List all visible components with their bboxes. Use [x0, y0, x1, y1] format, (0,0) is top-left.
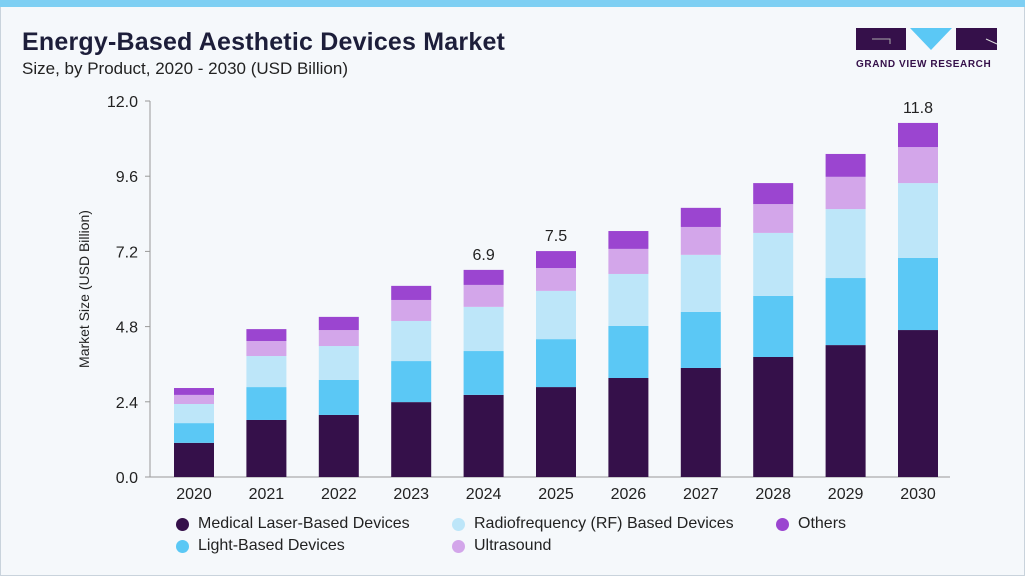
bar-segment-medical-laser-based-devices-2029	[825, 345, 866, 477]
bar-segment-ultrasound-2023	[391, 299, 432, 321]
top-accent-bar	[0, 0, 1025, 7]
legend-label: Radiofrequency (RF) Based Devices	[474, 515, 734, 532]
legend-item-others: Others	[776, 515, 846, 533]
legend-item-light: Light-Based Devices	[176, 537, 345, 555]
bar-segment-others-2023	[391, 285, 432, 300]
x-tick-label: 2030	[900, 486, 936, 503]
y-axis-title: Market Size (USD Billion)	[76, 210, 92, 368]
x-tick-label: 2026	[611, 486, 647, 503]
bar-segment-radiofrequency-rf-based-devices-2024	[463, 306, 504, 352]
legend-swatch	[452, 539, 465, 553]
bar-segment-medical-laser-based-devices-2024	[463, 394, 504, 477]
legend-label: Ultrasound	[474, 537, 552, 554]
x-tick-label: 2028	[755, 486, 791, 503]
bar-segment-others-2024	[463, 269, 504, 285]
x-tick-label: 2020	[176, 486, 212, 503]
bar-segment-radiofrequency-rf-based-devices-2028	[753, 232, 794, 296]
bar-segment-radiofrequency-rf-based-devices-2020	[174, 403, 214, 424]
data-label: 11.8	[903, 100, 933, 117]
legend-swatch	[176, 539, 189, 553]
bar-segment-ultrasound-2022	[318, 330, 359, 347]
bar-segment-ultrasound-2030	[898, 147, 938, 184]
y-tick-label: 2.4	[116, 395, 138, 412]
bar-segment-others-2021	[246, 329, 287, 342]
legend-item-rf: Radiofrequency (RF) Based Devices	[452, 515, 734, 533]
bar-segment-others-2022	[318, 316, 359, 331]
bar-segment-medical-laser-based-devices-2021	[246, 419, 287, 477]
bar-segment-light-based-devices-2020	[174, 423, 214, 443]
bar-segment-medical-laser-based-devices-2022	[318, 414, 359, 477]
x-tick-label: 2022	[321, 486, 357, 503]
x-tick-label: 2021	[249, 486, 285, 503]
bar-segment-ultrasound-2024	[463, 284, 504, 307]
y-tick-label: 12.0	[107, 94, 138, 111]
bar-segment-light-based-devices-2026	[608, 325, 649, 378]
x-tick-label: 2027	[683, 486, 719, 503]
bar-segment-light-based-devices-2025	[536, 339, 576, 388]
bar-segment-ultrasound-2029	[825, 176, 866, 210]
bar-segment-medical-laser-based-devices-2030	[898, 330, 938, 477]
bar-segment-light-based-devices-2024	[463, 351, 504, 395]
bar-segment-radiofrequency-rf-based-devices-2023	[391, 320, 432, 362]
bar-segment-others-2028	[753, 183, 794, 205]
legend-label: Light-Based Devices	[198, 537, 345, 554]
bar-segment-others-2027	[680, 207, 721, 227]
y-tick-label: 4.8	[116, 320, 138, 337]
bar-segment-medical-laser-based-devices-2027	[680, 367, 721, 477]
bar-segment-light-based-devices-2029	[825, 278, 866, 346]
legend-label: Medical Laser-Based Devices	[198, 515, 410, 532]
x-tick-label: 2025	[538, 486, 574, 503]
bar-segment-radiofrequency-rf-based-devices-2021	[246, 356, 287, 388]
legend-swatch	[452, 517, 465, 531]
bar-segment-ultrasound-2021	[246, 341, 287, 357]
x-tick-label: 2029	[828, 486, 864, 503]
chart-title: Energy-Based Aesthetic Devices Market	[22, 28, 506, 56]
legend-label: Others	[798, 515, 847, 532]
bar-segment-radiofrequency-rf-based-devices-2027	[680, 254, 721, 312]
x-tick-label: 2023	[393, 486, 429, 503]
bar-segment-medical-laser-based-devices-2026	[608, 377, 649, 477]
bar-segment-ultrasound-2020	[174, 394, 214, 404]
y-tick-label: 9.6	[116, 169, 138, 186]
bar-segment-medical-laser-based-devices-2028	[753, 356, 794, 477]
bar-segment-ultrasound-2026	[608, 248, 649, 274]
bar-segment-light-based-devices-2028	[753, 295, 794, 357]
bar-segment-radiofrequency-rf-based-devices-2026	[608, 273, 649, 326]
bar-segment-ultrasound-2025	[536, 268, 576, 291]
bar-segment-medical-laser-based-devices-2025	[536, 387, 576, 477]
bar-segment-radiofrequency-rf-based-devices-2029	[825, 209, 866, 279]
chart-subtitle: Size, by Product, 2020 - 2030 (USD Billi…	[22, 59, 348, 78]
legend-swatch	[776, 517, 789, 531]
bar-segment-others-2020	[174, 388, 214, 395]
bar-segment-others-2025	[536, 251, 576, 269]
x-tick-label: 2024	[466, 486, 502, 503]
legend-swatch	[176, 517, 189, 531]
bar-segment-light-based-devices-2021	[246, 387, 287, 420]
legend-item-ultrasound: Ultrasound	[452, 537, 551, 555]
bar-segment-others-2030	[898, 122, 938, 148]
bar-segment-medical-laser-based-devices-2023	[391, 402, 432, 477]
bar-segment-others-2029	[825, 153, 866, 177]
bar-segment-light-based-devices-2027	[680, 311, 721, 368]
grand-view-research-logo	[856, 28, 998, 50]
y-tick-label: 7.2	[116, 244, 138, 261]
data-label: 6.9	[472, 247, 494, 264]
bar-segment-ultrasound-2027	[680, 226, 721, 255]
y-tick-label: 0.0	[116, 470, 138, 487]
legend-item-medical-laser: Medical Laser-Based Devices	[176, 515, 410, 533]
bar-segment-light-based-devices-2030	[898, 257, 938, 331]
logo-text: GRAND VIEW RESEARCH	[856, 59, 992, 70]
bar-segment-radiofrequency-rf-based-devices-2030	[898, 183, 938, 258]
data-label: 7.5	[545, 228, 567, 245]
bar-segment-light-based-devices-2022	[318, 379, 359, 415]
bar-segment-radiofrequency-rf-based-devices-2025	[536, 290, 576, 340]
bar-segment-radiofrequency-rf-based-devices-2022	[318, 346, 359, 380]
bar-segment-others-2026	[608, 231, 649, 249]
bar-segment-medical-laser-based-devices-2020	[174, 442, 214, 477]
bar-segment-light-based-devices-2023	[391, 361, 432, 403]
bar-segment-ultrasound-2028	[753, 204, 794, 233]
